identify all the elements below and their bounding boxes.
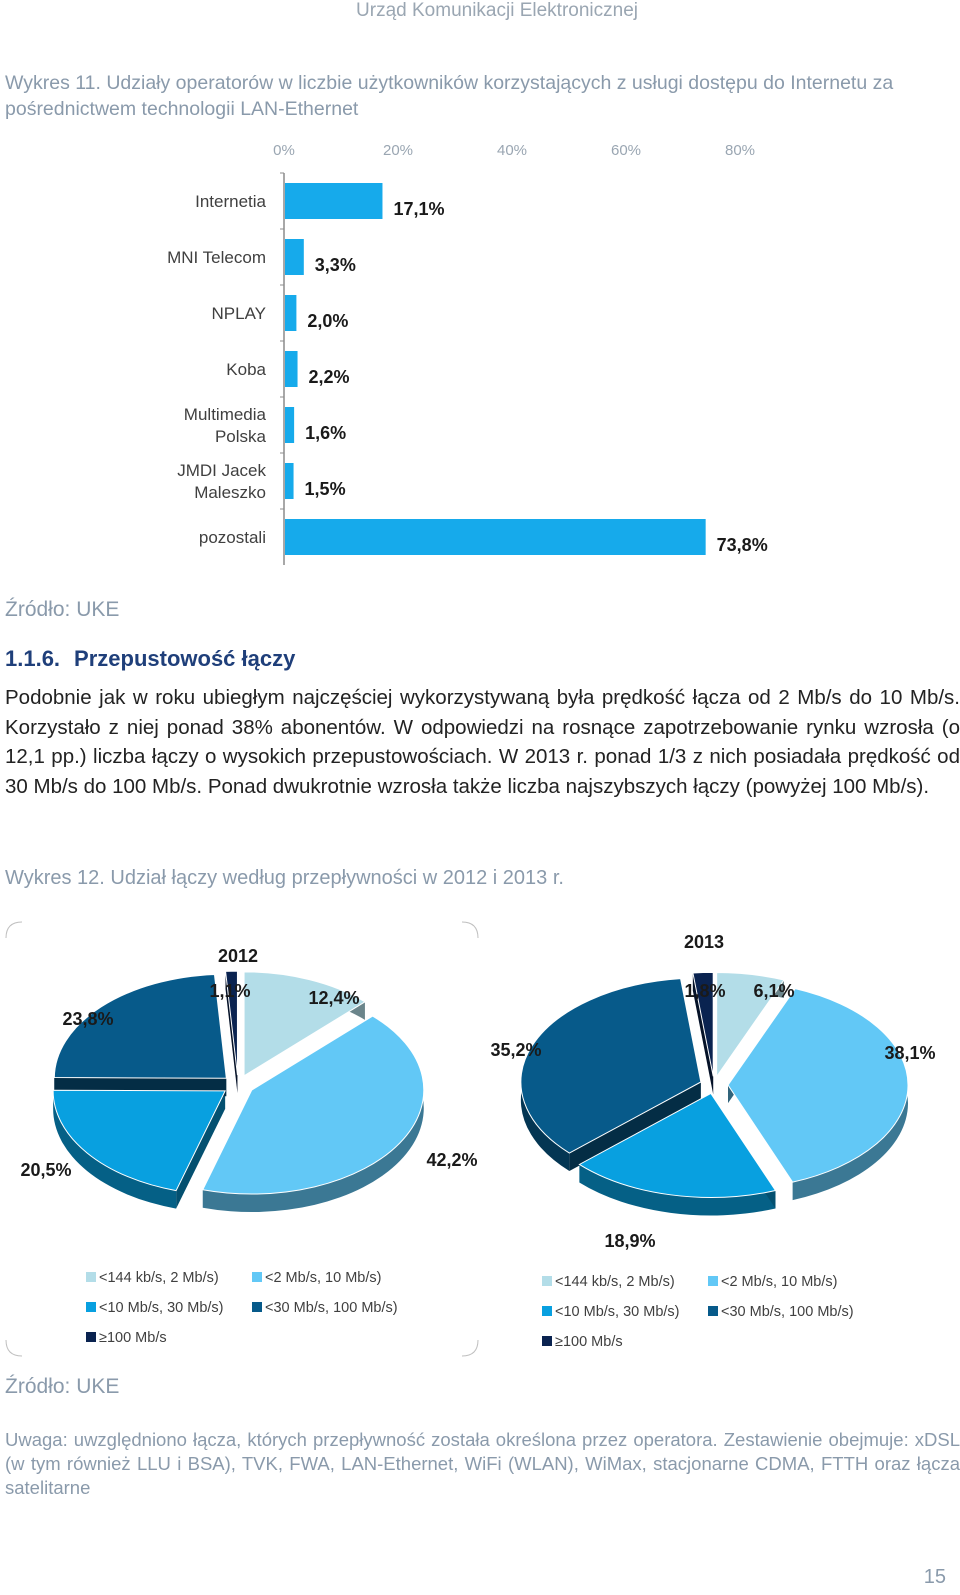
operators-bar-chart: 0% 20% 40% 60% 80% Internetia 17,1% MNI Telecom…: [167, 142, 768, 565]
legend-label: <30 Mb/s, 100 Mb/s): [721, 1304, 854, 1320]
bar: [285, 295, 297, 331]
x-tick-label: 80%: [725, 142, 755, 159]
slice-wall: [225, 971, 238, 1094]
category-label: JMDI Jacek: [177, 461, 266, 480]
slice-side: [579, 1164, 776, 1216]
slice-label: 12,4%: [308, 988, 359, 1008]
x-tick-label: 20%: [383, 142, 413, 159]
legend-swatch: [86, 1272, 96, 1282]
pie-slice: [52, 1089, 226, 1192]
legend-label: <2 Mb/s, 10 Mb/s): [265, 1270, 381, 1286]
pie-2012: 2012 12,4% 42,2% 20,5% 23,8% 1,1% <144 kb/s, 2…: [20, 946, 477, 1346]
page-header: Urząd Komunikacji Elektronicznej: [0, 0, 960, 28]
legend-swatch: [542, 1336, 552, 1346]
figure-11-source: Źródło: UKE: [5, 598, 120, 621]
legend-label: <10 Mb/s, 30 Mb/s): [99, 1300, 224, 1316]
pie-slice: [520, 978, 702, 1154]
slice-label: 6,1%: [753, 981, 794, 1001]
x-tick-label: 60%: [611, 142, 641, 159]
pie-slice: [692, 971, 714, 1077]
legend-swatch: [252, 1272, 262, 1282]
frame-corner: [5, 1339, 23, 1357]
legend-label: ≥100 Mb/s: [99, 1330, 167, 1346]
pie-slice: [202, 1015, 425, 1195]
slice-label: 1,8%: [684, 981, 725, 1001]
slice-label: 23,8%: [62, 1009, 113, 1029]
bar: [285, 183, 383, 219]
slice-wall: [176, 1090, 226, 1209]
slice-label: 20,5%: [20, 1160, 71, 1180]
bar: [285, 407, 295, 443]
figure-12-caption: Wykres 12. Udział łączy według przepływn…: [5, 867, 564, 889]
figure-11-caption: Wykres 11. Udziały operatorów w liczbie …: [5, 72, 894, 120]
pie-slice: [716, 971, 785, 1079]
header-title: Urząd Komunikacji Elektronicznej: [356, 0, 638, 21]
slice-side: [53, 1090, 177, 1209]
bar: [285, 463, 294, 499]
pie-slice: [53, 973, 227, 1079]
x-tick-label: 0%: [273, 142, 295, 159]
legend-label: ≥100 Mb/s: [555, 1334, 623, 1350]
legend-swatch: [542, 1276, 552, 1286]
category-label: NPLAY: [212, 304, 267, 323]
slice-label: 1,1%: [209, 981, 250, 1001]
slice-wall: [692, 972, 714, 1095]
data-label: 3,3%: [315, 255, 356, 275]
frame-corner: [461, 1339, 479, 1357]
section-heading: 1.1.6. Przepustowość łączy: [5, 646, 309, 672]
data-label: 1,5%: [305, 479, 346, 499]
bar: [285, 351, 298, 387]
pie-slice: [225, 970, 238, 1076]
throughput-pie-charts: 2012 12,4% 42,2% 20,5% 23,8% 1,1% <144 kb/s, 2…: [5, 921, 936, 1357]
data-label: 73,8%: [717, 535, 768, 555]
legend-swatch: [252, 1302, 262, 1312]
category-label: Multimedia: [184, 405, 267, 424]
x-tick-label: 40%: [497, 142, 527, 159]
section-title: Przepustowość łączy: [74, 646, 296, 671]
legend-swatch: [542, 1306, 552, 1316]
section-paragraph: Podobnie jak w roku ubiegłym najczęściej…: [5, 686, 960, 798]
category-label: pozostali: [199, 528, 266, 547]
slice-label: 42,2%: [426, 1150, 477, 1170]
pie-title: 2013: [684, 932, 724, 952]
pie-title: 2012: [218, 946, 258, 966]
slice-wall: [569, 1081, 701, 1172]
legend-swatch: [708, 1276, 718, 1286]
category-label: Maleszko: [194, 483, 266, 502]
data-label: 2,0%: [307, 311, 348, 331]
data-label: 17,1%: [393, 199, 444, 219]
pie-slice: [578, 1092, 777, 1198]
legend-label: <144 kb/s, 2 Mb/s): [99, 1270, 219, 1286]
category-label: MNI Telecom: [167, 248, 266, 267]
figure-12-source: Źródło: UKE: [5, 1375, 120, 1398]
bar: [285, 519, 706, 555]
slice-label: 35,2%: [490, 1040, 541, 1060]
frame-corner: [5, 921, 23, 939]
pie-slice: [727, 988, 909, 1183]
bar: [285, 239, 304, 275]
pie-slice: [243, 971, 366, 1077]
frame-corner: [461, 921, 479, 939]
legend-label: <10 Mb/s, 30 Mb/s): [555, 1304, 680, 1320]
slice-label: 18,9%: [604, 1231, 655, 1251]
slice-label: 38,1%: [884, 1043, 935, 1063]
category-label: Polska: [215, 427, 267, 446]
data-label: 2,2%: [309, 367, 350, 387]
category-label: Koba: [226, 360, 266, 379]
data-label: 1,6%: [305, 423, 346, 443]
legend-label: <30 Mb/s, 100 Mb/s): [265, 1300, 398, 1316]
page-number: 15: [923, 1566, 946, 1588]
section-number: 1.1.6.: [5, 646, 61, 671]
legend-swatch: [86, 1332, 96, 1342]
legend-swatch: [86, 1302, 96, 1312]
category-label: Internetia: [195, 192, 266, 211]
pie-2013: 2013 6,1% 38,1% 18,9% 35,2% 1,8% <144 kb/s, 2 …: [490, 932, 935, 1350]
legend-swatch: [708, 1306, 718, 1316]
legend-label: <2 Mb/s, 10 Mb/s): [721, 1274, 837, 1290]
footnote: Uwaga: uwzględniono łącza, których przep…: [5, 1429, 960, 1498]
legend-label: <144 kb/s, 2 Mb/s): [555, 1274, 675, 1290]
